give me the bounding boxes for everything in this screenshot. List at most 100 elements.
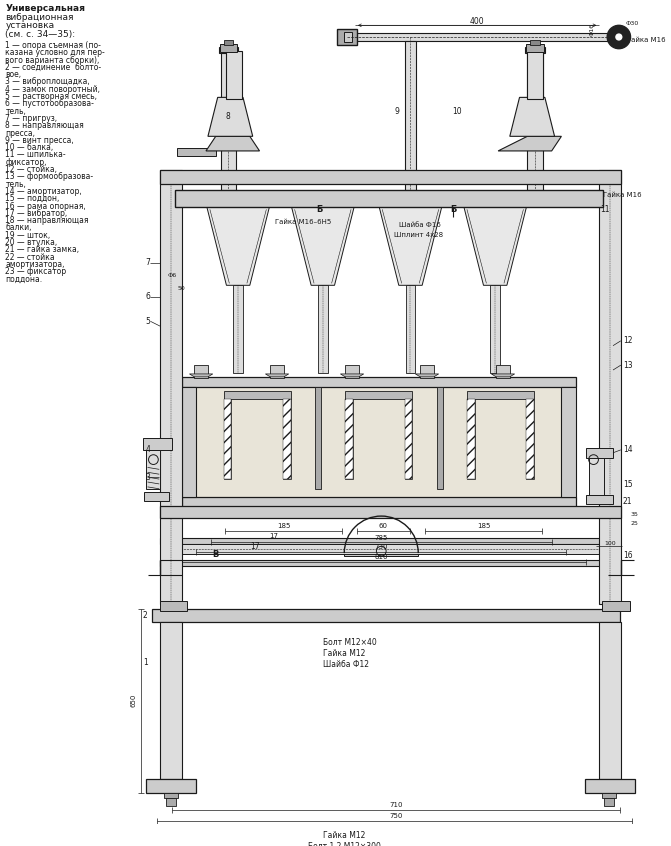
Bar xyxy=(160,170,621,184)
Text: 400: 400 xyxy=(470,17,484,26)
Bar xyxy=(346,365,359,378)
Text: (см. с. 34—35):: (см. с. 34—35): xyxy=(5,30,76,39)
Text: 14 — амортизатор,: 14 — амортизатор, xyxy=(5,187,82,196)
Text: 185: 185 xyxy=(477,523,491,529)
Bar xyxy=(160,170,182,604)
Bar xyxy=(603,601,629,611)
Text: В: В xyxy=(213,550,219,558)
Text: 23 — фиксатор: 23 — фиксатор xyxy=(5,267,66,277)
Bar xyxy=(282,399,291,479)
Text: Гайка М12: Гайка М12 xyxy=(323,831,365,840)
Text: 25: 25 xyxy=(631,521,638,526)
Text: Б: Б xyxy=(450,205,456,214)
Text: 21: 21 xyxy=(623,497,632,506)
Bar xyxy=(226,51,242,99)
Text: Болт М12×40: Болт М12×40 xyxy=(323,638,376,647)
Bar xyxy=(338,30,357,45)
Text: 13: 13 xyxy=(623,360,632,370)
Text: 35: 35 xyxy=(631,512,638,517)
Bar xyxy=(219,47,238,52)
Bar xyxy=(346,399,353,479)
Text: 4: 4 xyxy=(146,445,150,454)
Text: Шайба Ф16: Шайба Ф16 xyxy=(399,222,441,228)
Bar xyxy=(223,399,231,479)
Bar xyxy=(467,392,534,399)
Text: 3: 3 xyxy=(146,473,150,481)
Text: 16 — рама опорная,: 16 — рама опорная, xyxy=(5,201,86,211)
Bar xyxy=(182,376,576,387)
Text: 8 — направляющая: 8 — направляющая xyxy=(5,121,84,130)
Bar xyxy=(599,170,621,604)
Bar xyxy=(346,392,412,399)
Text: Гайка М16–6Н5: Гайка М16–6Н5 xyxy=(275,219,331,225)
Polygon shape xyxy=(176,148,215,156)
Text: 10: 10 xyxy=(452,107,462,117)
Bar xyxy=(496,365,510,378)
Text: 11 — шпилька-: 11 — шпилька- xyxy=(5,151,66,159)
Text: Гайка М12: Гайка М12 xyxy=(323,649,365,658)
Bar xyxy=(526,44,544,52)
Polygon shape xyxy=(491,374,515,376)
Bar xyxy=(586,448,613,458)
Bar xyxy=(315,387,321,489)
Text: 9 — винт пресса,: 9 — винт пресса, xyxy=(5,136,74,145)
Text: 2 — соединение  болто-: 2 — соединение болто- xyxy=(5,63,101,72)
Bar xyxy=(603,793,616,799)
Text: 14: 14 xyxy=(623,445,632,454)
Text: Б: Б xyxy=(317,205,323,214)
Text: казана условно для пер-: казана условно для пер- xyxy=(5,48,105,58)
Bar xyxy=(175,190,603,207)
Polygon shape xyxy=(379,207,442,285)
Text: 13 — формообразова-: 13 — формообразова- xyxy=(5,173,93,181)
Text: тель,: тель, xyxy=(5,107,26,116)
Bar xyxy=(152,608,620,622)
Text: 19 — шток,: 19 — шток, xyxy=(5,231,50,239)
Bar xyxy=(223,392,291,399)
Text: Ф16: Ф16 xyxy=(590,23,595,36)
Text: Шайба Ф12: Шайба Ф12 xyxy=(323,660,369,668)
Bar xyxy=(525,47,545,52)
Polygon shape xyxy=(415,374,439,376)
Bar xyxy=(146,450,160,489)
Bar xyxy=(270,365,284,378)
Polygon shape xyxy=(464,207,526,285)
Bar xyxy=(405,41,416,231)
Text: 10 — балка,: 10 — балка, xyxy=(5,143,54,152)
Polygon shape xyxy=(498,136,562,151)
Text: Универсальная: Универсальная xyxy=(5,4,85,13)
Polygon shape xyxy=(208,97,253,136)
Text: Шплинт 4х28: Шплинт 4х28 xyxy=(394,232,443,238)
Bar xyxy=(437,387,443,489)
Bar xyxy=(467,399,475,479)
Text: 17 — вибратор,: 17 — вибратор, xyxy=(5,209,68,218)
Bar xyxy=(527,51,543,99)
Polygon shape xyxy=(510,97,555,136)
Text: вое,: вое, xyxy=(5,70,21,80)
Polygon shape xyxy=(189,374,213,376)
Text: 810: 810 xyxy=(374,554,388,560)
Bar xyxy=(160,544,613,554)
Bar xyxy=(588,458,605,497)
Bar xyxy=(164,793,178,799)
Bar xyxy=(143,438,172,450)
Bar xyxy=(195,365,208,378)
Text: 17: 17 xyxy=(250,541,260,551)
Text: 21 — гайка замка,: 21 — гайка замка, xyxy=(5,245,80,255)
Bar xyxy=(144,492,169,502)
Bar xyxy=(491,285,500,373)
Bar xyxy=(160,601,187,611)
Text: 5: 5 xyxy=(146,317,150,326)
Bar xyxy=(196,387,562,497)
Text: 17: 17 xyxy=(270,533,278,539)
Bar xyxy=(172,508,586,516)
Bar xyxy=(221,51,236,201)
Bar xyxy=(182,387,196,497)
Text: 7: 7 xyxy=(146,258,150,267)
Text: 5 — растворная смесь,: 5 — растворная смесь, xyxy=(5,92,97,101)
Polygon shape xyxy=(207,207,269,285)
Bar xyxy=(584,779,635,793)
Text: Гайка М16: Гайка М16 xyxy=(627,37,665,43)
Text: 9: 9 xyxy=(395,107,399,117)
Polygon shape xyxy=(206,136,260,151)
Text: 650: 650 xyxy=(131,694,137,707)
